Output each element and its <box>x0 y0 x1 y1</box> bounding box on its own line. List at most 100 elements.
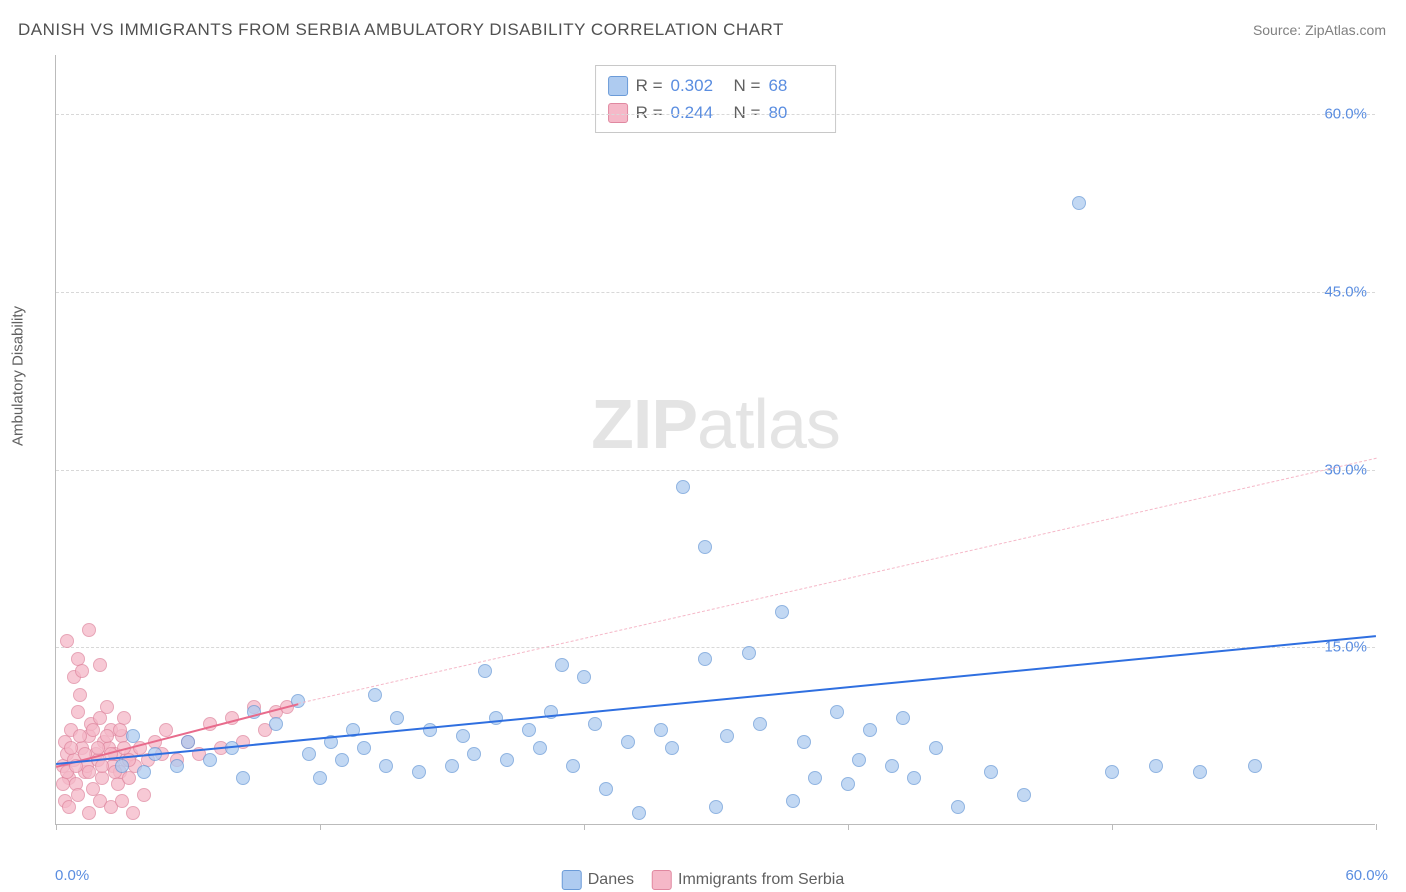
serbia-point <box>64 741 78 755</box>
serbia-point <box>71 705 85 719</box>
legend-item-danes: Danes <box>562 870 634 890</box>
swatch-serbia <box>608 103 628 123</box>
x-tick <box>320 824 321 830</box>
danes-point <box>478 664 492 678</box>
serbia-point <box>82 765 96 779</box>
x-tick <box>1376 824 1377 830</box>
serbia-point <box>115 794 129 808</box>
danes-point <box>720 729 734 743</box>
plot-area: ZIPatlas R = 0.302 N = 68 R = 0.244 N = … <box>55 55 1375 825</box>
danes-point <box>181 735 195 749</box>
danes-point <box>203 753 217 767</box>
serbia-point <box>93 658 107 672</box>
grid-line <box>56 114 1375 115</box>
danes-point <box>753 717 767 731</box>
danes-point <box>742 646 756 660</box>
danes-point <box>379 759 393 773</box>
x-tick <box>1112 824 1113 830</box>
serbia-point <box>73 729 87 743</box>
serbia-point <box>60 634 74 648</box>
danes-point <box>1193 765 1207 779</box>
serbia-point <box>82 623 96 637</box>
serbia-point <box>86 723 100 737</box>
danes-point <box>577 670 591 684</box>
serbia-point <box>75 664 89 678</box>
grid-line <box>56 292 1375 293</box>
serbia-point <box>73 688 87 702</box>
serbia-point <box>113 723 127 737</box>
danes-point <box>588 717 602 731</box>
legend-item-serbia: Immigrants from Serbia <box>652 870 844 890</box>
serbia-point <box>100 700 114 714</box>
danes-point <box>599 782 613 796</box>
danes-point <box>775 605 789 619</box>
danes-point <box>830 705 844 719</box>
danes-point <box>808 771 822 785</box>
danes-point <box>368 688 382 702</box>
danes-point <box>115 759 129 773</box>
stats-row-danes: R = 0.302 N = 68 <box>608 72 824 99</box>
danes-point <box>665 741 679 755</box>
danes-point <box>1072 196 1086 210</box>
danes-point <box>302 747 316 761</box>
danes-point <box>357 741 371 755</box>
danes-point <box>412 765 426 779</box>
danes-point <box>566 759 580 773</box>
danes-point <box>269 717 283 731</box>
danes-point <box>885 759 899 773</box>
danes-point <box>654 723 668 737</box>
danes-point <box>533 741 547 755</box>
serbia-point <box>62 800 76 814</box>
danes-point <box>1149 759 1163 773</box>
danes-point <box>555 658 569 672</box>
y-axis-label: Ambulatory Disability <box>10 306 27 446</box>
danes-point <box>467 747 481 761</box>
danes-point <box>170 759 184 773</box>
danes-point <box>621 735 635 749</box>
danes-point <box>632 806 646 820</box>
danes-point <box>863 723 877 737</box>
danes-point <box>390 711 404 725</box>
danes-point <box>335 753 349 767</box>
swatch-danes-icon <box>562 870 582 890</box>
stats-legend: R = 0.302 N = 68 R = 0.244 N = 80 <box>595 65 837 133</box>
danes-point <box>698 652 712 666</box>
danes-point <box>1248 759 1262 773</box>
danes-point <box>951 800 965 814</box>
serbia-point <box>71 788 85 802</box>
danes-point <box>137 765 151 779</box>
danes-point <box>786 794 800 808</box>
danes-point <box>500 753 514 767</box>
x-tick <box>584 824 585 830</box>
correlation-chart: DANISH VS IMMIGRANTS FROM SERBIA AMBULAT… <box>0 0 1406 892</box>
danes-point <box>709 800 723 814</box>
danes-point <box>907 771 921 785</box>
x-tick <box>56 824 57 830</box>
x-max-label: 60.0% <box>1345 867 1388 884</box>
y-tick-label: 45.0% <box>1324 283 1367 300</box>
danes-point <box>797 735 811 749</box>
source-label: Source: ZipAtlas.com <box>1253 22 1386 38</box>
grid-line <box>56 470 1375 471</box>
serbia-point <box>126 806 140 820</box>
danes-point <box>1105 765 1119 779</box>
danes-point <box>236 771 250 785</box>
danes-point <box>698 540 712 554</box>
y-tick-label: 60.0% <box>1324 106 1367 123</box>
grid-line <box>56 647 1375 648</box>
danes-point <box>852 753 866 767</box>
danes-point <box>445 759 459 773</box>
danes-point <box>126 729 140 743</box>
danes-point <box>522 723 536 737</box>
serbia-point <box>100 729 114 743</box>
danes-point <box>929 741 943 755</box>
bottom-legend: Danes Immigrants from Serbia <box>562 870 845 890</box>
swatch-serbia-icon <box>652 870 672 890</box>
x-tick <box>848 824 849 830</box>
swatch-danes <box>608 76 628 96</box>
danes-point <box>841 777 855 791</box>
serbia-trend-dashed <box>298 458 1376 704</box>
danes-point <box>984 765 998 779</box>
danes-point <box>489 711 503 725</box>
danes-point <box>1017 788 1031 802</box>
